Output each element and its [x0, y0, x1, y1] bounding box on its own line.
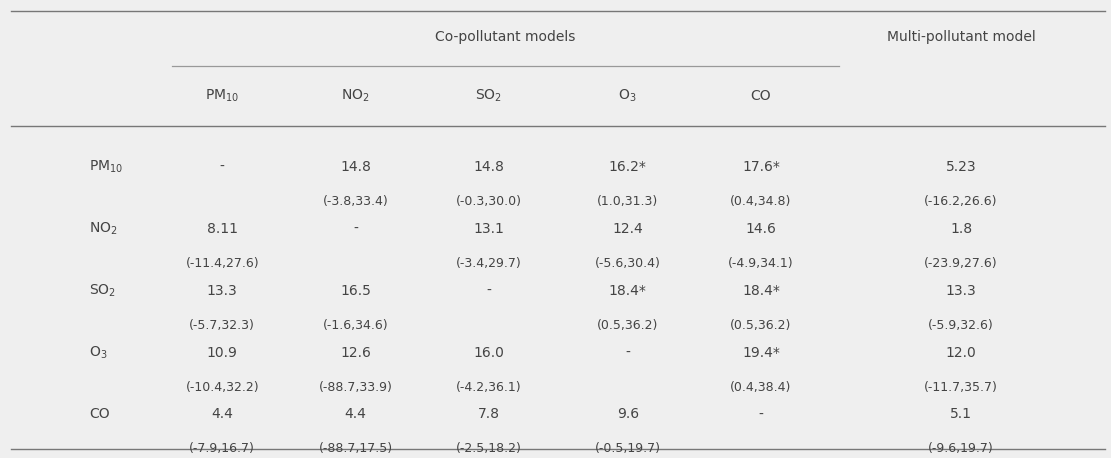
Text: -: -: [625, 346, 630, 360]
Text: 10.9: 10.9: [207, 346, 238, 360]
Text: (-0.5,19.7): (-0.5,19.7): [594, 442, 661, 455]
Text: (-11.4,27.6): (-11.4,27.6): [186, 257, 259, 270]
Text: (-23.9,27.6): (-23.9,27.6): [924, 257, 998, 270]
Text: SO$_2$: SO$_2$: [476, 88, 502, 104]
Text: 18.4*: 18.4*: [609, 284, 647, 298]
Text: O$_3$: O$_3$: [89, 344, 108, 361]
Text: (-9.6,19.7): (-9.6,19.7): [928, 442, 994, 455]
Text: 7.8: 7.8: [478, 408, 500, 421]
Text: (-16.2,26.6): (-16.2,26.6): [924, 195, 998, 208]
Text: 12.6: 12.6: [340, 346, 371, 360]
Text: (0.5,36.2): (0.5,36.2): [597, 319, 659, 332]
Text: CO: CO: [89, 408, 110, 421]
Text: 1.8: 1.8: [950, 222, 972, 236]
Text: (0.5,36.2): (0.5,36.2): [730, 319, 792, 332]
Text: 4.4: 4.4: [211, 408, 233, 421]
Text: 16.2*: 16.2*: [609, 160, 647, 174]
Text: 16.5: 16.5: [340, 284, 371, 298]
Text: (-88.7,33.9): (-88.7,33.9): [319, 381, 392, 393]
Text: Multi-pollutant model: Multi-pollutant model: [887, 30, 1035, 44]
Text: (-11.7,35.7): (-11.7,35.7): [924, 381, 998, 393]
Text: (-5.7,32.3): (-5.7,32.3): [189, 319, 256, 332]
Text: SO$_2$: SO$_2$: [89, 283, 116, 299]
Text: (-3.8,33.4): (-3.8,33.4): [322, 195, 389, 208]
Text: 14.8: 14.8: [473, 160, 504, 174]
Text: (0.4,38.4): (0.4,38.4): [730, 381, 792, 393]
Text: 4.4: 4.4: [344, 408, 367, 421]
Text: -: -: [220, 160, 224, 174]
Text: 12.4: 12.4: [612, 222, 643, 236]
Text: -: -: [487, 284, 491, 298]
Text: 14.8: 14.8: [340, 160, 371, 174]
Text: (-4.9,34.1): (-4.9,34.1): [728, 257, 794, 270]
Text: (-5.6,30.4): (-5.6,30.4): [594, 257, 661, 270]
Text: O$_3$: O$_3$: [619, 88, 637, 104]
Text: 5.23: 5.23: [945, 160, 977, 174]
Text: (-7.9,16.7): (-7.9,16.7): [189, 442, 256, 455]
Text: 13.3: 13.3: [945, 284, 977, 298]
Text: (-0.3,30.0): (-0.3,30.0): [456, 195, 522, 208]
Text: (1.0,31.3): (1.0,31.3): [597, 195, 659, 208]
Text: 17.6*: 17.6*: [742, 160, 780, 174]
Text: (-4.2,36.1): (-4.2,36.1): [456, 381, 522, 393]
Text: (-88.7,17.5): (-88.7,17.5): [319, 442, 392, 455]
Text: (-1.6,34.6): (-1.6,34.6): [322, 319, 389, 332]
Text: 19.4*: 19.4*: [742, 346, 780, 360]
Text: (-5.9,32.6): (-5.9,32.6): [928, 319, 994, 332]
Text: (-3.4,29.7): (-3.4,29.7): [456, 257, 522, 270]
Text: 13.1: 13.1: [473, 222, 504, 236]
Text: PM$_{10}$: PM$_{10}$: [206, 88, 239, 104]
Text: (-2.5,18.2): (-2.5,18.2): [456, 442, 522, 455]
Text: NO$_2$: NO$_2$: [89, 221, 118, 237]
Text: 12.0: 12.0: [945, 346, 977, 360]
Text: 9.6: 9.6: [617, 408, 639, 421]
Text: -: -: [759, 408, 763, 421]
Text: PM$_{10}$: PM$_{10}$: [89, 159, 123, 175]
Text: 8.11: 8.11: [207, 222, 238, 236]
Text: (0.4,34.8): (0.4,34.8): [730, 195, 792, 208]
Text: CO: CO: [751, 89, 771, 103]
Text: 16.0: 16.0: [473, 346, 504, 360]
Text: Co-pollutant models: Co-pollutant models: [436, 30, 575, 44]
Text: 18.4*: 18.4*: [742, 284, 780, 298]
Text: 14.6: 14.6: [745, 222, 777, 236]
Text: 13.3: 13.3: [207, 284, 238, 298]
Text: (-10.4,32.2): (-10.4,32.2): [186, 381, 259, 393]
Text: 5.1: 5.1: [950, 408, 972, 421]
Text: -: -: [353, 222, 358, 236]
Text: NO$_2$: NO$_2$: [341, 88, 370, 104]
